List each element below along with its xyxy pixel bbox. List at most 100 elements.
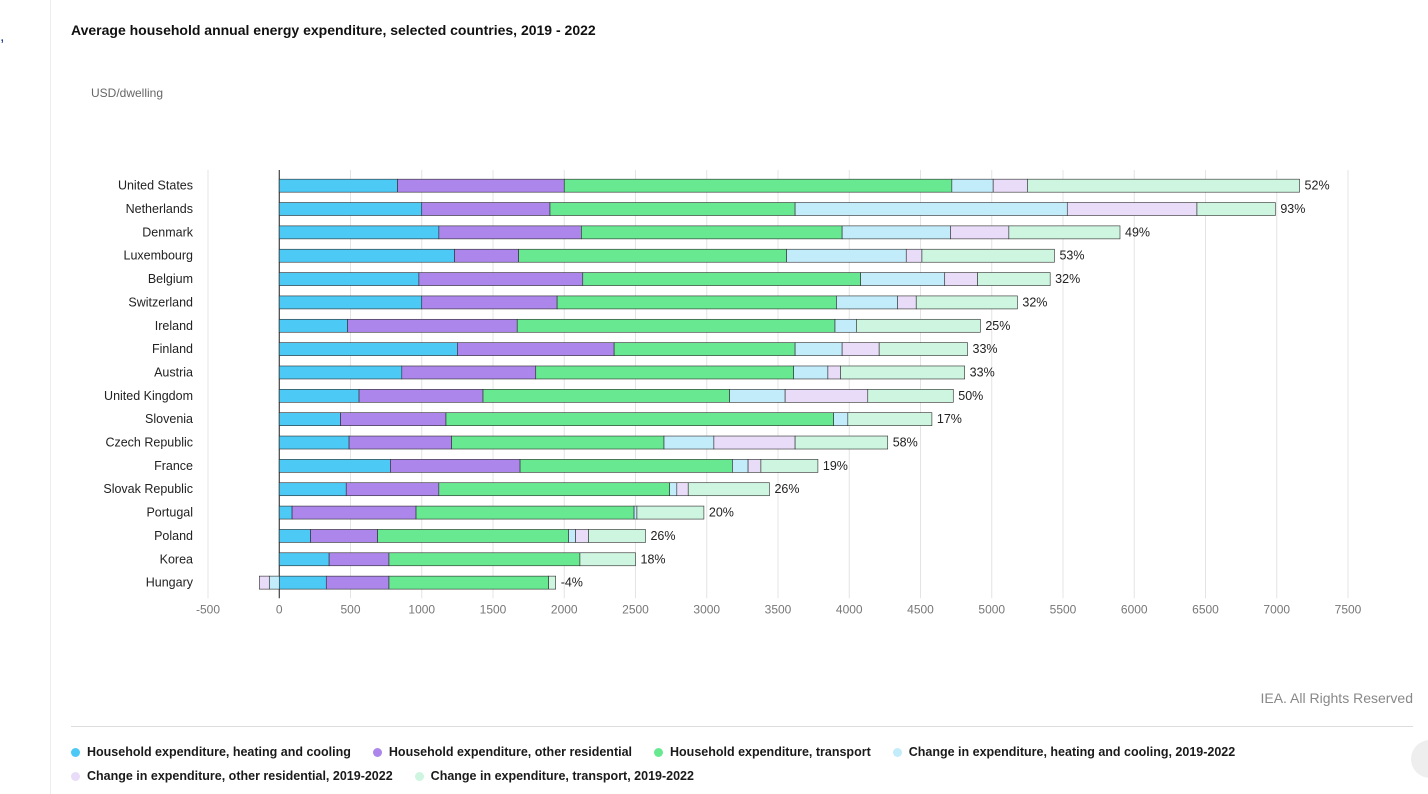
bar-segment[interactable] <box>636 505 705 520</box>
legend-item-change-heating-cooling[interactable]: Change in expenditure, heating and cooli… <box>892 745 1235 759</box>
bar-segment[interactable] <box>794 435 889 450</box>
legend-item-other-residential[interactable]: Household expenditure, other residential <box>372 745 632 759</box>
legend-item-change-other-residential[interactable]: Change in expenditure, other residential… <box>71 769 393 783</box>
bar-segment[interactable] <box>847 412 933 426</box>
bar-segment[interactable] <box>278 295 423 310</box>
bar-segment[interactable] <box>977 272 1051 286</box>
legend-item-change-transport[interactable]: Change in expenditure, transport, 2019-2… <box>414 769 694 783</box>
bar-segment[interactable] <box>278 459 391 473</box>
bar-segment[interactable] <box>421 202 551 216</box>
bar-segment[interactable] <box>836 295 898 310</box>
bar-segment[interactable] <box>950 225 1010 240</box>
bar-segment[interactable] <box>588 529 646 543</box>
bar-segment[interactable] <box>563 178 953 193</box>
bar-segment[interactable] <box>438 225 582 240</box>
bar-segment[interactable] <box>278 342 458 356</box>
bar-segment[interactable] <box>713 435 796 450</box>
bar-segment[interactable] <box>278 365 403 380</box>
bar-segment[interactable] <box>793 365 829 380</box>
bar-segment[interactable] <box>915 295 1018 310</box>
bar-segment[interactable] <box>278 412 341 426</box>
bar-segment[interactable] <box>633 505 638 520</box>
bar-segment[interactable] <box>348 435 452 450</box>
bar-segment[interactable] <box>860 272 946 286</box>
bar-segment[interactable] <box>454 248 519 263</box>
bar-segment[interactable] <box>397 178 565 193</box>
bar-segment[interactable] <box>944 272 978 286</box>
bar-segment[interactable] <box>669 482 678 497</box>
bar-segment[interactable] <box>786 248 907 263</box>
bar-segment[interactable] <box>556 295 837 310</box>
bar-segment[interactable] <box>827 365 841 380</box>
bar-segment[interactable] <box>390 459 521 473</box>
bar-segment[interactable] <box>278 575 327 590</box>
bar-segment[interactable] <box>268 575 280 590</box>
bar-segment[interactable] <box>921 248 1055 263</box>
floating-action-button[interactable] <box>1411 740 1428 778</box>
bar-segment[interactable] <box>794 342 843 356</box>
bar-segment[interactable] <box>259 575 270 590</box>
bar-segment[interactable] <box>518 248 787 263</box>
bar-segment[interactable] <box>548 575 557 590</box>
bar-segment[interactable] <box>1027 178 1300 193</box>
bar-segment[interactable] <box>278 482 347 497</box>
bar-segment[interactable] <box>340 412 447 426</box>
bar-segment[interactable] <box>760 459 819 473</box>
bar-segment[interactable] <box>278 178 398 193</box>
bar-segment[interactable] <box>278 435 350 450</box>
bar-segment[interactable] <box>445 412 834 426</box>
bar-segment[interactable] <box>278 318 348 333</box>
bar-segment[interactable] <box>784 389 869 403</box>
bar-segment[interactable] <box>841 342 880 356</box>
bar-segment[interactable] <box>415 505 635 520</box>
bar-segment[interactable] <box>278 272 420 286</box>
bar-segment[interactable] <box>278 202 423 216</box>
bar-segment[interactable] <box>345 482 440 497</box>
bar-segment[interactable] <box>951 178 994 193</box>
bar-segment[interactable] <box>451 435 665 450</box>
bar-segment[interactable] <box>401 365 537 380</box>
bar-segment[interactable] <box>732 459 749 473</box>
bar-segment[interactable] <box>421 295 558 310</box>
bar-segment[interactable] <box>834 318 857 333</box>
bar-segment[interactable] <box>581 225 843 240</box>
bar-segment[interactable] <box>278 225 440 240</box>
bar-segment[interactable] <box>840 365 965 380</box>
legend-item-transport[interactable]: Household expenditure, transport <box>654 745 871 759</box>
bar-segment[interactable] <box>310 529 378 543</box>
bar-segment[interactable] <box>1008 225 1121 240</box>
bar-segment[interactable] <box>833 412 849 426</box>
bar-segment[interactable] <box>358 389 484 403</box>
bar-segment[interactable] <box>905 248 923 263</box>
bar-segment[interactable] <box>278 552 330 567</box>
bar-segment[interactable] <box>278 505 293 520</box>
bar-segment[interactable] <box>582 272 861 286</box>
bar-segment[interactable] <box>278 529 311 543</box>
bar-segment[interactable] <box>867 389 954 403</box>
bar-segment[interactable] <box>535 365 794 380</box>
bar-segment[interactable] <box>482 389 730 403</box>
bar-segment[interactable] <box>291 505 417 520</box>
bar-segment[interactable] <box>457 342 615 356</box>
bar-segment[interactable] <box>388 575 549 590</box>
bar-segment[interactable] <box>278 248 455 263</box>
legend-item-heating-cooling[interactable]: Household expenditure, heating and cooli… <box>71 745 351 759</box>
bar-segment[interactable] <box>377 529 569 543</box>
bar-segment[interactable] <box>438 482 671 497</box>
bar-segment[interactable] <box>1196 202 1276 216</box>
bar-segment[interactable] <box>747 459 762 473</box>
bar-segment[interactable] <box>663 435 715 450</box>
bar-segment[interactable] <box>575 529 589 543</box>
bar-segment[interactable] <box>568 529 576 543</box>
bar-segment[interactable] <box>841 225 951 240</box>
bar-segment[interactable] <box>613 342 796 356</box>
bar-segment[interactable] <box>856 318 981 333</box>
bar-segment[interactable] <box>1066 202 1198 216</box>
bar-segment[interactable] <box>278 389 360 403</box>
bar-segment[interactable] <box>519 459 733 473</box>
bar-segment[interactable] <box>992 178 1028 193</box>
bar-segment[interactable] <box>878 342 968 356</box>
bar-segment[interactable] <box>676 482 689 497</box>
bar-segment[interactable] <box>549 202 796 216</box>
bar-segment[interactable] <box>687 482 770 497</box>
